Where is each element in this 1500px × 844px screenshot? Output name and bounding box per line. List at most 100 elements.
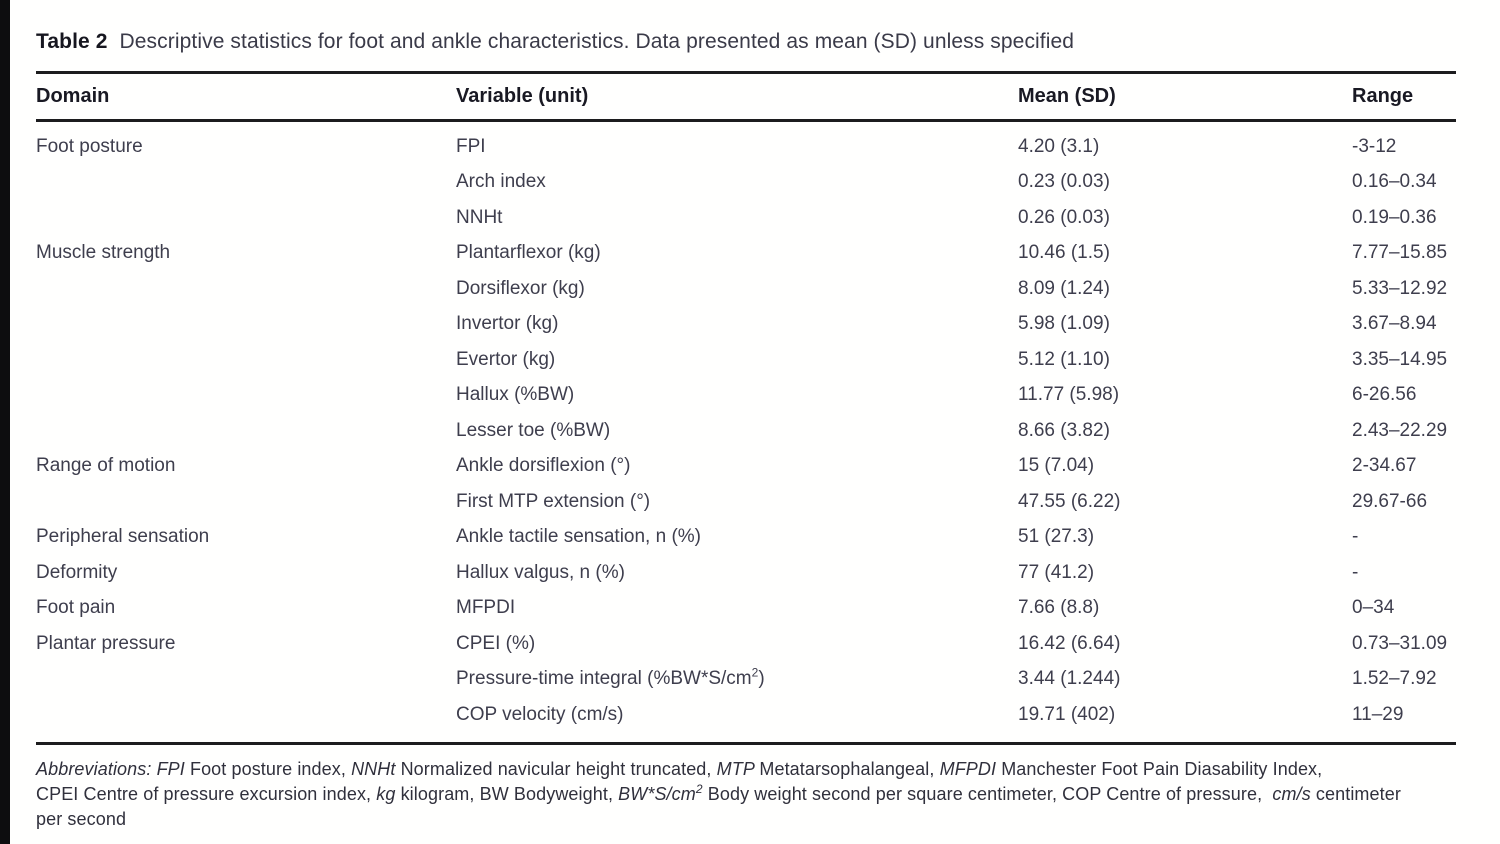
table-row: Plantar pressure CPEI (%) 16.42 (6.64) 0.73… xyxy=(36,626,1456,662)
cell-domain: Range of motion xyxy=(36,455,176,477)
table-row: Evertor (kg) 5.12 (1.10) 3.35–14.95 xyxy=(36,342,1456,378)
column-header-domain: Domain xyxy=(36,85,110,107)
column-header-variable: Variable (unit) xyxy=(456,85,589,107)
cell-variable: COP velocity (cm/s) xyxy=(456,703,624,725)
cell-variable: Plantarflexor (kg) xyxy=(456,242,601,264)
cell-range: 7.77–15.85 xyxy=(1352,242,1448,264)
footnote-line: per second xyxy=(36,807,1456,832)
table-caption-label: Table 2 xyxy=(36,30,108,53)
footnote-segment: Body weight second per square centimeter… xyxy=(702,783,1273,804)
table-row: Dorsiflexor (kg) 8.09 (1.24) 5.33–12.92 xyxy=(36,271,1456,307)
cell-mean: 8.09 (1.24) xyxy=(1018,277,1110,299)
cell-mean: 16.42 (6.64) xyxy=(1018,632,1121,654)
footnote-segment: Manchester Foot Pain Diasability Index, xyxy=(1001,758,1323,779)
cell-mean: 3.44 (1.244) xyxy=(1018,668,1121,690)
footnote-segment: Normalized navicular height truncated, xyxy=(400,758,717,779)
table-row: Deformity Hallux valgus, n (%) 77 (41.2) - xyxy=(36,555,1456,591)
cell-mean: 11.77 (5.98) xyxy=(1018,384,1120,406)
cell-range: 1.52–7.92 xyxy=(1352,668,1437,690)
cell-mean: 5.12 (1.10) xyxy=(1018,348,1110,370)
cell-mean: 0.26 (0.03) xyxy=(1018,206,1110,228)
footnote-segment: centimeter xyxy=(1315,783,1401,804)
cell-mean: 15 (7.04) xyxy=(1018,455,1095,477)
table-header-row: Domain Variable (unit) Mean (SD) Range xyxy=(36,74,1456,119)
cell-variable: CPEI (%) xyxy=(456,632,536,654)
table-row: COP velocity (cm/s) 19.71 (402) 11–29 xyxy=(36,697,1456,733)
column-header-mean: Mean (SD) xyxy=(1018,85,1116,107)
cell-variable: Invertor (kg) xyxy=(456,313,559,335)
cell-mean: 77 (41.2) xyxy=(1018,561,1095,583)
cell-mean: 51 (27.3) xyxy=(1018,526,1095,548)
footnote-segment: 2 xyxy=(695,781,703,796)
table-row: Invertor (kg) 5.98 (1.09) 3.67–8.94 xyxy=(36,307,1456,343)
cell-range: 11–29 xyxy=(1352,703,1404,725)
footnote-line: CPEI Centre of pressure excursion index,… xyxy=(36,782,1456,807)
cell-range: 2.43–22.29 xyxy=(1352,419,1448,441)
cell-mean: 19.71 (402) xyxy=(1018,703,1116,725)
cell-domain: Peripheral sensation xyxy=(36,526,210,548)
cell-range: 0.73–31.09 xyxy=(1352,632,1448,654)
cell-mean: 4.20 (3.1) xyxy=(1018,135,1100,157)
cell-variable: Hallux valgus, n (%) xyxy=(456,561,625,583)
table-footnote: Abbreviations: FPI Foot posture index, N… xyxy=(36,757,1456,832)
footnote-segment: BW*S/cm xyxy=(618,783,696,804)
cell-range: 0.16–0.34 xyxy=(1352,171,1437,193)
cell-variable: Lesser toe (%BW) xyxy=(456,419,611,441)
cell-variable: Ankle tactile sensation, n (%) xyxy=(456,526,702,548)
cell-mean: 10.46 (1.5) xyxy=(1018,242,1110,264)
cell-range: 29.67-66 xyxy=(1352,490,1428,512)
cell-range: - xyxy=(1352,526,1359,548)
cell-mean: 5.98 (1.09) xyxy=(1018,313,1110,335)
cell-variable: Hallux (%BW) xyxy=(456,384,575,406)
table-body: Foot posture FPI 4.20 (3.1) -3-12 Arch index… xyxy=(36,122,1456,742)
table-caption-text: Descriptive statistics for foot and ankl… xyxy=(119,30,1075,53)
table-bottom-rule xyxy=(36,741,1456,745)
footnote-segment: kg xyxy=(376,783,401,804)
footnote-segment: Abbreviations: FPI xyxy=(36,758,190,779)
cell-mean: 7.66 (8.8) xyxy=(1018,597,1100,619)
column-header-range: Range xyxy=(1352,85,1414,107)
table-row: Pressure-time integral (%BW*S/cm2) 3.44 (… xyxy=(36,662,1456,698)
cell-range: 0.19–0.36 xyxy=(1352,206,1437,228)
cell-domain: Deformity xyxy=(36,561,118,583)
cell-variable: FPI xyxy=(456,135,486,157)
cell-variable: Pressure-time integral (%BW*S/cm2) xyxy=(456,665,765,690)
table-row: First MTP extension (°) 47.55 (6.22) 29.67… xyxy=(36,484,1456,520)
cell-variable: NNHt xyxy=(456,206,503,228)
cell-variable: Arch index xyxy=(456,171,546,193)
footnote-segment: NNHt xyxy=(351,758,401,779)
cell-variable: Ankle dorsiflexion (°) xyxy=(456,455,631,477)
cell-domain: Plantar pressure xyxy=(36,632,176,654)
footnote-segment: kilogram, BW Bodyweight, xyxy=(400,783,619,804)
footnote-segment: Foot posture index, xyxy=(189,758,352,779)
scan-edge-bar xyxy=(0,0,10,844)
table-row: Hallux (%BW) 11.77 (5.98) 6-26.56 xyxy=(36,378,1456,414)
cell-mean: 0.23 (0.03) xyxy=(1018,171,1110,193)
table-row: Peripheral sensation Ankle tactile sensat… xyxy=(36,520,1456,556)
cell-domain: Muscle strength xyxy=(36,242,171,264)
footnote-segment: MFPDI xyxy=(939,758,1002,779)
cell-range: - xyxy=(1352,561,1359,583)
cell-mean: 47.55 (6.22) xyxy=(1018,490,1121,512)
footnote-segment: Metatarsophalangeal, xyxy=(759,758,940,779)
table-row: Muscle strength Plantarflexor (kg) 10.46 (… xyxy=(36,236,1456,272)
cell-range: 2-34.67 xyxy=(1352,455,1417,477)
cell-range: 3.67–8.94 xyxy=(1352,313,1437,335)
cell-variable: Evertor (kg) xyxy=(456,348,556,370)
cell-range: 5.33–12.92 xyxy=(1352,277,1448,299)
cell-range: -3-12 xyxy=(1352,135,1397,157)
table-row: Lesser toe (%BW) 8.66 (3.82) 2.43–22.29 xyxy=(36,413,1456,449)
footnote-segment: CPEI Centre of pressure excursion index, xyxy=(36,783,377,804)
table-row: Arch index 0.23 (0.03) 0.16–0.34 xyxy=(36,165,1456,201)
footnote-segment: MTP xyxy=(716,758,760,779)
cell-domain: Foot pain xyxy=(36,597,116,619)
cell-range: 0–34 xyxy=(1352,597,1395,619)
cell-domain: Foot posture xyxy=(36,135,143,157)
cell-variable: Dorsiflexor (kg) xyxy=(456,277,585,299)
table-row: Foot posture FPI 4.20 (3.1) -3-12 xyxy=(36,129,1456,165)
table-row: Range of motion Ankle dorsiflexion (°) 15 … xyxy=(36,449,1456,485)
footnote-line: Abbreviations: FPI Foot posture index, N… xyxy=(36,757,1456,782)
table-header-rule xyxy=(36,119,1456,122)
table-caption: Table 2 Descriptive statistics for foot a… xyxy=(36,28,1456,55)
